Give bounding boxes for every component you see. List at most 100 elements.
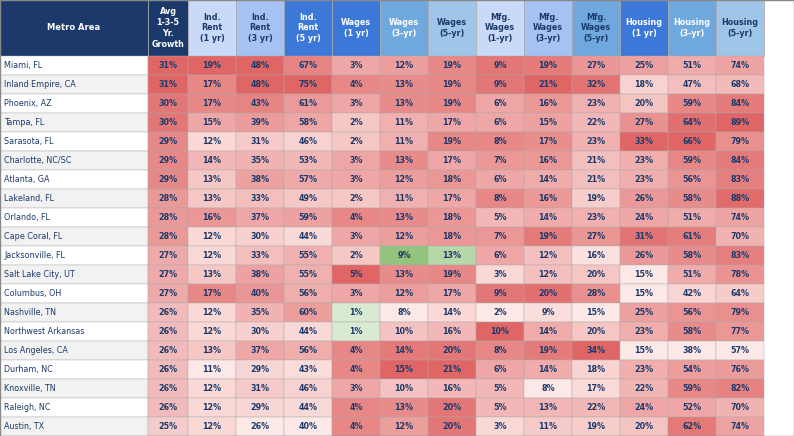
Bar <box>284 113 332 132</box>
Text: 4%: 4% <box>349 422 363 431</box>
Bar <box>236 265 284 284</box>
Bar <box>716 0 764 56</box>
Text: 47%: 47% <box>683 80 702 89</box>
Bar <box>668 170 716 189</box>
Text: 16%: 16% <box>202 213 222 222</box>
Text: 26%: 26% <box>159 327 178 336</box>
Bar <box>476 322 524 341</box>
Text: 3%: 3% <box>349 156 363 165</box>
Bar <box>380 265 428 284</box>
Bar <box>380 208 428 227</box>
Bar <box>716 417 764 436</box>
Bar <box>668 246 716 265</box>
Bar <box>572 265 620 284</box>
Text: Charlotte, NC/SC: Charlotte, NC/SC <box>4 156 71 165</box>
Bar <box>148 94 188 113</box>
Bar <box>572 379 620 398</box>
Text: 24%: 24% <box>634 403 653 412</box>
Bar <box>476 227 524 246</box>
Bar <box>668 379 716 398</box>
Text: 79%: 79% <box>730 137 750 146</box>
Bar <box>188 151 236 170</box>
Bar <box>476 417 524 436</box>
Text: 27%: 27% <box>587 232 606 241</box>
Bar <box>380 303 428 322</box>
Bar <box>0 0 148 56</box>
Text: 40%: 40% <box>250 289 269 298</box>
Text: 8%: 8% <box>493 346 507 355</box>
Bar <box>188 75 236 94</box>
Bar <box>380 94 428 113</box>
Bar <box>236 189 284 208</box>
Text: 8%: 8% <box>397 308 410 317</box>
Bar <box>620 322 668 341</box>
Bar <box>476 284 524 303</box>
Bar <box>332 284 380 303</box>
Text: 13%: 13% <box>202 346 222 355</box>
Text: 6%: 6% <box>493 365 507 374</box>
Bar <box>148 75 188 94</box>
Text: 12%: 12% <box>202 137 222 146</box>
Bar <box>284 265 332 284</box>
Text: 2%: 2% <box>349 118 363 127</box>
Text: 2%: 2% <box>349 251 363 260</box>
Bar <box>428 170 476 189</box>
Text: 31%: 31% <box>250 137 269 146</box>
Text: 14%: 14% <box>538 213 557 222</box>
Bar <box>148 417 188 436</box>
Bar <box>148 284 188 303</box>
Bar <box>0 170 148 189</box>
Text: 1%: 1% <box>349 327 363 336</box>
Text: Orlando, FL: Orlando, FL <box>4 213 50 222</box>
Bar <box>476 246 524 265</box>
Bar <box>332 246 380 265</box>
Text: Phoenix, AZ: Phoenix, AZ <box>4 99 52 108</box>
Text: 2%: 2% <box>349 194 363 203</box>
Text: 16%: 16% <box>442 327 461 336</box>
Bar <box>668 94 716 113</box>
Bar <box>332 151 380 170</box>
Bar <box>668 265 716 284</box>
Text: 38%: 38% <box>682 346 702 355</box>
Text: 48%: 48% <box>250 80 269 89</box>
Bar <box>332 56 380 75</box>
Bar <box>572 56 620 75</box>
Text: 34%: 34% <box>587 346 606 355</box>
Bar <box>188 322 236 341</box>
Bar <box>572 151 620 170</box>
Text: 19%: 19% <box>587 422 606 431</box>
Bar <box>524 227 572 246</box>
Bar <box>476 94 524 113</box>
Bar <box>620 170 668 189</box>
Bar <box>148 170 188 189</box>
Text: 3%: 3% <box>349 384 363 393</box>
Text: 12%: 12% <box>395 232 414 241</box>
Text: Miami, FL: Miami, FL <box>4 61 42 70</box>
Bar <box>188 379 236 398</box>
Bar <box>284 170 332 189</box>
Text: 70%: 70% <box>730 403 750 412</box>
Bar <box>428 341 476 360</box>
Text: 12%: 12% <box>395 61 414 70</box>
Bar <box>572 189 620 208</box>
Bar <box>476 341 524 360</box>
Text: 9%: 9% <box>493 80 507 89</box>
Bar <box>332 227 380 246</box>
Text: 56%: 56% <box>299 346 318 355</box>
Text: 1%: 1% <box>349 308 363 317</box>
Text: Raleigh, NC: Raleigh, NC <box>4 403 50 412</box>
Bar <box>668 208 716 227</box>
Text: 84%: 84% <box>730 156 750 165</box>
Bar <box>572 284 620 303</box>
Text: 12%: 12% <box>202 232 222 241</box>
Text: 17%: 17% <box>202 289 222 298</box>
Text: 59%: 59% <box>299 213 318 222</box>
Text: 3%: 3% <box>349 232 363 241</box>
Text: 21%: 21% <box>587 175 606 184</box>
Bar <box>572 303 620 322</box>
Text: 75%: 75% <box>299 80 318 89</box>
Text: 12%: 12% <box>202 251 222 260</box>
Bar <box>476 56 524 75</box>
Bar <box>668 132 716 151</box>
Text: 25%: 25% <box>159 422 178 431</box>
